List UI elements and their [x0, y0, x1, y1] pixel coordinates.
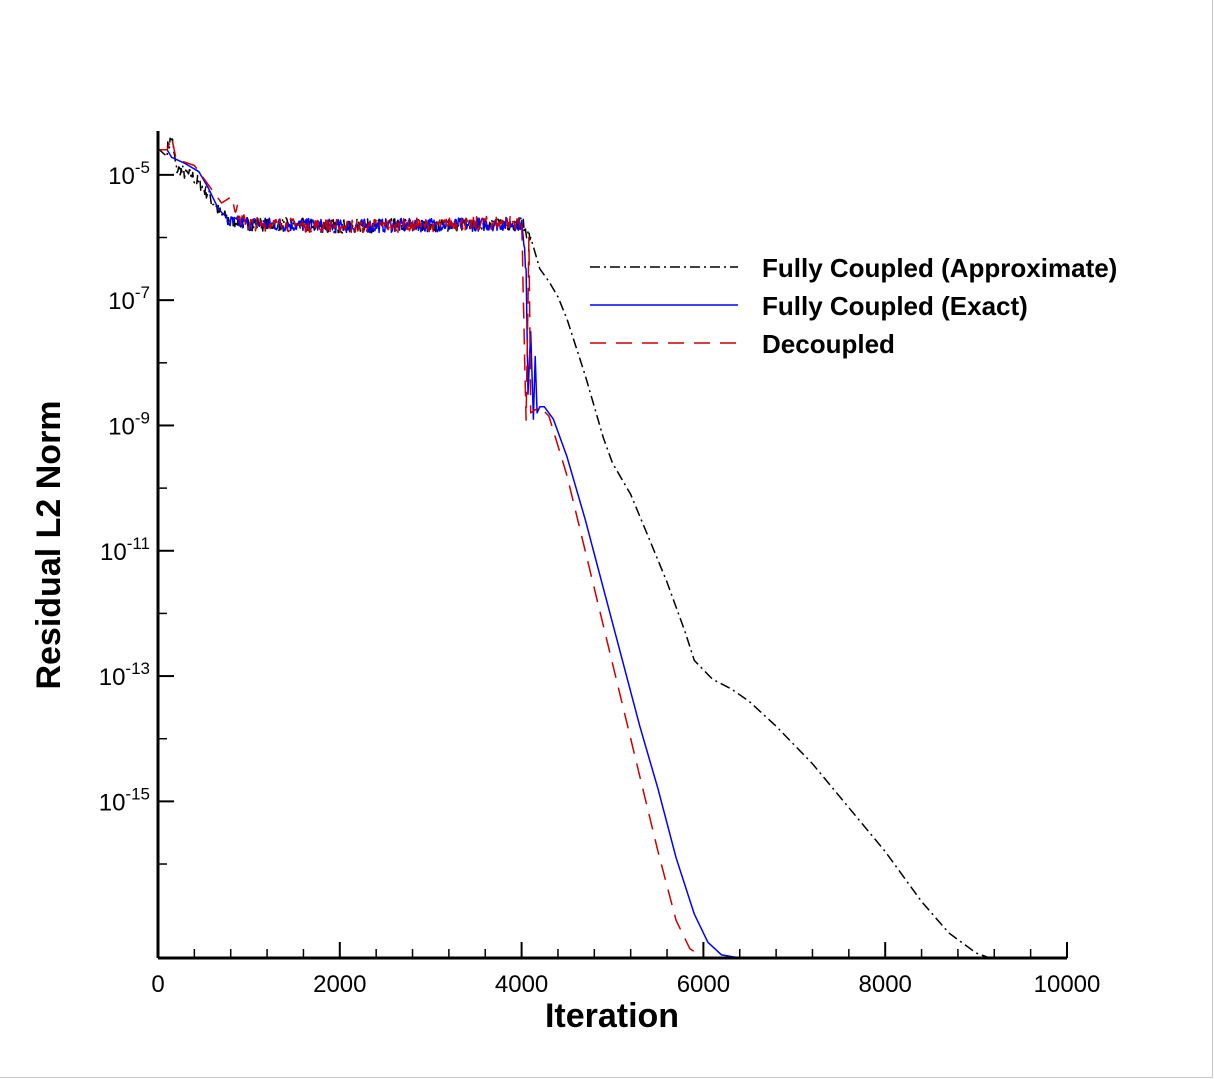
- series-line-2: [158, 136, 704, 959]
- series-line-1: [158, 149, 795, 959]
- x-tick-label: 8000: [859, 971, 912, 998]
- y-tick-label: 10-5: [108, 158, 150, 190]
- x-axis-title: Iteration: [545, 997, 679, 1035]
- y-tick-label: 10-11: [100, 534, 150, 566]
- x-tick-label: 4000: [495, 971, 548, 998]
- legend-label-decoupled: Decoupled: [762, 329, 895, 359]
- legend: Fully Coupled (Approximate) Fully Couple…: [590, 253, 1117, 359]
- axes-layer: [156, 131, 1067, 960]
- y-axis-title: Residual L2 Norm: [30, 400, 68, 689]
- tick-layer: 0 2000 4000 6000 8000 10000 10-5 10-7 10-9 10-11 1…: [99, 158, 1101, 998]
- series-layer: [157, 136, 990, 959]
- y-tick-label: 10-13: [99, 659, 150, 691]
- x-tick-label: 10000: [1034, 971, 1101, 998]
- legend-label-approximate: Fully Coupled (Approximate): [762, 253, 1117, 283]
- x-tick-label: 6000: [677, 971, 730, 998]
- y-tick-label: 10-9: [108, 408, 150, 440]
- legend-label-exact: Fully Coupled (Exact): [762, 291, 1028, 321]
- y-tick-label: 10-7: [108, 283, 150, 315]
- x-tick-label: 0: [151, 971, 164, 998]
- x-tick-label: 2000: [313, 971, 366, 998]
- y-tick-label: 10-15: [99, 784, 150, 816]
